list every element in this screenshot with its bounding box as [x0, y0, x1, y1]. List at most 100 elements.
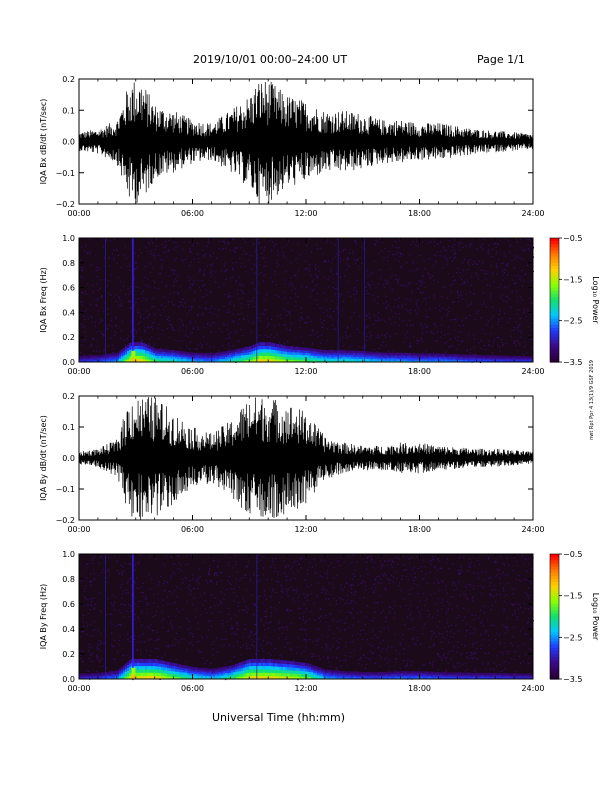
- speckle-cell: [236, 628, 238, 630]
- band-cell: [327, 350, 329, 353]
- speckle-cell: [184, 302, 186, 304]
- speckle-cell: [85, 335, 87, 337]
- speckle-cell: [415, 576, 417, 578]
- speckle-cell: [413, 579, 415, 582]
- speckle-cell: [322, 323, 324, 325]
- band-cell: [459, 356, 461, 359]
- speckle-cell: [163, 583, 165, 585]
- speckle-cell: [124, 245, 126, 248]
- band-cell: [201, 353, 203, 355]
- speckle-cell: [388, 350, 390, 352]
- speckle-cell: [295, 652, 297, 654]
- speckle-cell: [458, 662, 460, 665]
- speckle-cell: [276, 266, 278, 268]
- speckle-cell: [339, 660, 341, 662]
- speckle-cell: [117, 276, 120, 279]
- speckle-cell: [164, 652, 166, 654]
- band-cell: [145, 359, 147, 363]
- band-cell: [371, 356, 373, 360]
- band-cell: [359, 354, 361, 357]
- band-cell: [253, 359, 255, 363]
- speckle-cell: [404, 649, 406, 651]
- speckle-cell: [222, 248, 224, 250]
- speckle-cell: [90, 264, 92, 266]
- band-cell: [281, 353, 283, 357]
- speckle-cell: [246, 611, 248, 613]
- speckle-cell: [288, 565, 290, 567]
- band-cell: [241, 347, 243, 351]
- speckle-cell: [92, 569, 95, 571]
- speckle-cell: [391, 245, 394, 247]
- speckle-cell: [503, 595, 505, 597]
- band-cell: [373, 360, 375, 363]
- band-cell: [255, 349, 257, 354]
- speckle-cell: [378, 312, 380, 314]
- speckle-cell: [99, 660, 101, 662]
- speckle-cell: [199, 342, 201, 344]
- speckle-cell: [399, 653, 401, 655]
- band-cell: [463, 357, 465, 359]
- speckle-cell: [396, 279, 398, 281]
- speckle-cell: [249, 300, 251, 303]
- band-cell: [153, 350, 155, 354]
- speckle-cell: [458, 249, 461, 251]
- speckle-cell: [411, 556, 413, 559]
- speckle-cell: [416, 339, 418, 341]
- band-cell: [507, 357, 509, 360]
- speckle-cell: [208, 571, 210, 573]
- speckle-cell: [457, 296, 460, 298]
- speckle-cell: [242, 297, 244, 299]
- speckle-cell: [248, 321, 250, 323]
- speckle-cell: [232, 627, 234, 629]
- band-cell: [347, 360, 349, 363]
- band-cell: [275, 346, 277, 351]
- band-cell: [393, 358, 395, 361]
- speckle-cell: [325, 242, 327, 244]
- speckle-cell: [173, 329, 175, 331]
- speckle-cell: [456, 348, 458, 351]
- speckle-cell: [201, 344, 203, 346]
- speckle-cell: [463, 593, 465, 595]
- band-cell: [451, 354, 453, 356]
- speckle-cell: [93, 338, 95, 340]
- speckle-cell: [430, 241, 432, 243]
- band-cell: [513, 355, 515, 358]
- speckle-cell: [524, 558, 526, 560]
- band-cell: [97, 355, 99, 357]
- speckle-cell: [218, 286, 220, 288]
- speckle-cell: [152, 297, 154, 299]
- band-cell: [329, 356, 331, 359]
- band-cell: [449, 357, 451, 360]
- band-cell: [529, 360, 531, 362]
- speckle-cell: [338, 254, 340, 256]
- speckle-cell: [448, 346, 450, 348]
- speckle-cell: [346, 665, 348, 667]
- speckle-cell: [173, 273, 175, 275]
- band-cell: [459, 359, 461, 362]
- speckle-cell: [501, 653, 504, 656]
- speckle-cell: [170, 577, 172, 580]
- band-cell: [171, 360, 173, 363]
- speckle-cell: [115, 555, 117, 557]
- speckle-cell: [216, 566, 219, 568]
- y-tick-label: −0.2: [56, 200, 75, 209]
- speckle-cell: [215, 271, 217, 273]
- speckle-cell: [96, 670, 98, 672]
- speckle-cell: [295, 337, 297, 339]
- speckle-cell: [447, 263, 449, 265]
- band-cell: [421, 354, 423, 357]
- speckle-cell: [384, 560, 386, 562]
- band-cell: [91, 356, 93, 359]
- speckle-cell: [448, 273, 450, 275]
- speckle-cell: [263, 590, 266, 592]
- band-cell: [483, 359, 485, 362]
- speckle-cell: [113, 257, 115, 259]
- speckle-cell: [385, 307, 387, 309]
- band-cell: [357, 350, 359, 354]
- speckle-cell: [185, 578, 187, 580]
- speckle-cell: [317, 638, 319, 640]
- speckle-cell: [206, 660, 208, 662]
- speckle-cell: [316, 628, 318, 630]
- speckle-cell: [252, 283, 254, 285]
- speckle-cell: [254, 288, 256, 291]
